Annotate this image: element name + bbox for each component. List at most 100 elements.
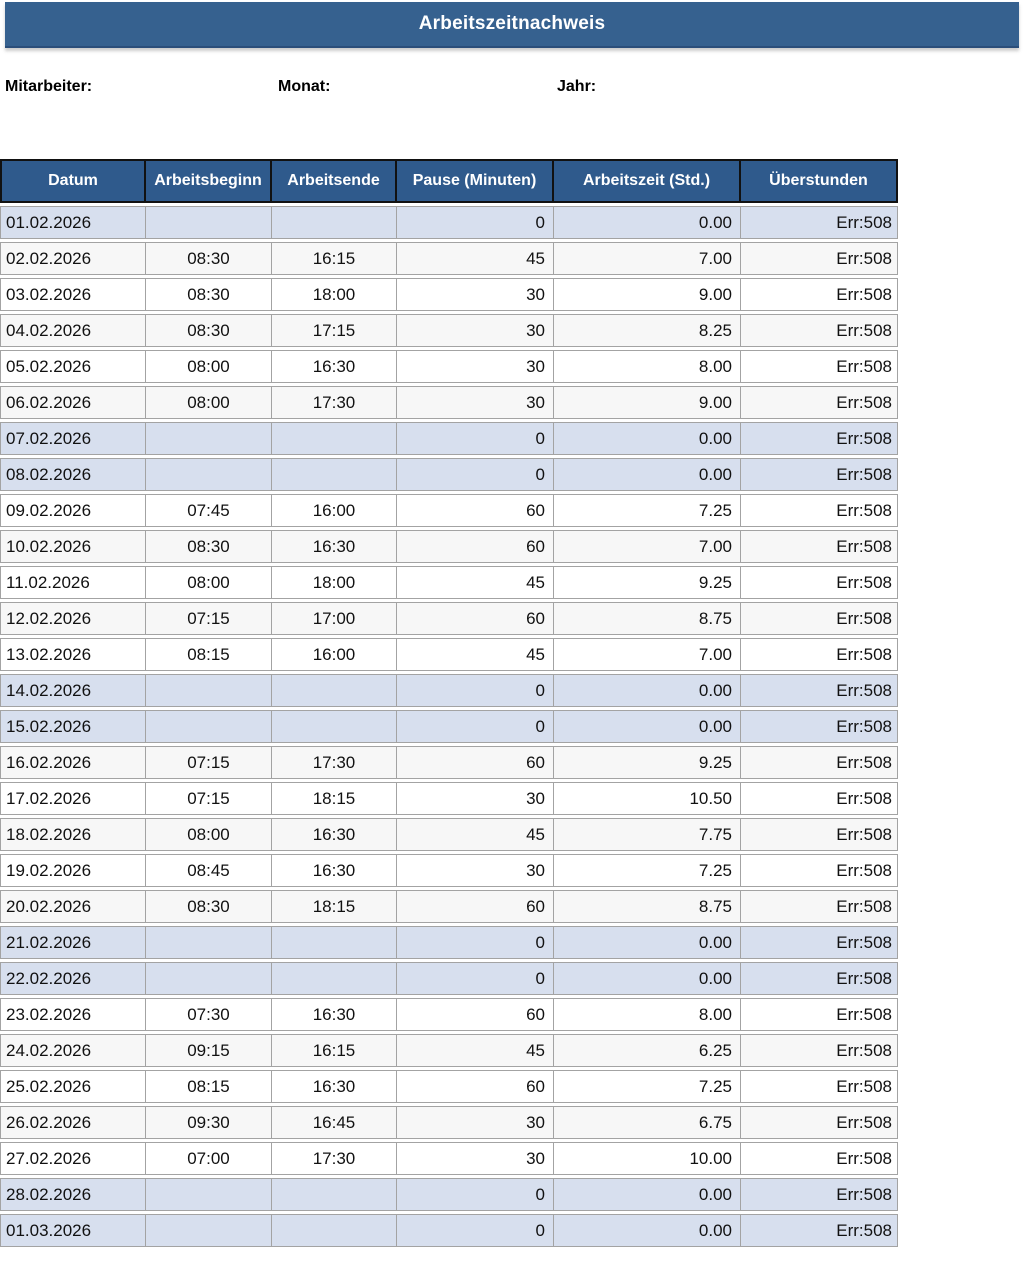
cell-pause[interactable]: 60 bbox=[397, 890, 554, 923]
cell-arbeitsende[interactable] bbox=[272, 422, 397, 455]
cell-datum[interactable]: 22.02.2026 bbox=[0, 962, 146, 995]
cell-arbeitsende[interactable]: 16:30 bbox=[272, 818, 397, 851]
cell-arbeitsende[interactable]: 16:30 bbox=[272, 1070, 397, 1103]
cell-pause[interactable]: 0 bbox=[397, 710, 554, 743]
cell-datum[interactable]: 02.02.2026 bbox=[0, 242, 146, 275]
cell-ueberstunden[interactable]: Err:508 bbox=[741, 422, 898, 455]
cell-ueberstunden[interactable]: Err:508 bbox=[741, 1178, 898, 1211]
cell-arbeitszeit[interactable]: 9.00 bbox=[554, 278, 741, 311]
cell-pause[interactable]: 45 bbox=[397, 566, 554, 599]
cell-arbeitszeit[interactable]: 8.00 bbox=[554, 998, 741, 1031]
cell-arbeitszeit[interactable]: 8.25 bbox=[554, 314, 741, 347]
cell-ueberstunden[interactable]: Err:508 bbox=[741, 1142, 898, 1175]
cell-pause[interactable]: 60 bbox=[397, 746, 554, 779]
cell-datum[interactable]: 12.02.2026 bbox=[0, 602, 146, 635]
cell-datum[interactable]: 25.02.2026 bbox=[0, 1070, 146, 1103]
column-header-ueberstunden[interactable]: Überstunden bbox=[741, 159, 898, 203]
cell-ueberstunden[interactable]: Err:508 bbox=[741, 710, 898, 743]
cell-arbeitsbeginn[interactable]: 07:15 bbox=[146, 746, 272, 779]
cell-arbeitsende[interactable]: 17:30 bbox=[272, 746, 397, 779]
cell-datum[interactable]: 10.02.2026 bbox=[0, 530, 146, 563]
cell-ueberstunden[interactable]: Err:508 bbox=[741, 206, 898, 239]
cell-arbeitsbeginn[interactable]: 08:45 bbox=[146, 854, 272, 887]
cell-datum[interactable]: 28.02.2026 bbox=[0, 1178, 146, 1211]
cell-ueberstunden[interactable]: Err:508 bbox=[741, 314, 898, 347]
cell-ueberstunden[interactable]: Err:508 bbox=[741, 962, 898, 995]
cell-ueberstunden[interactable]: Err:508 bbox=[741, 890, 898, 923]
cell-arbeitszeit[interactable]: 0.00 bbox=[554, 710, 741, 743]
cell-arbeitszeit[interactable]: 7.75 bbox=[554, 818, 741, 851]
cell-arbeitsende[interactable]: 18:15 bbox=[272, 890, 397, 923]
cell-datum[interactable]: 01.02.2026 bbox=[0, 206, 146, 239]
cell-arbeitsende[interactable]: 18:15 bbox=[272, 782, 397, 815]
cell-datum[interactable]: 23.02.2026 bbox=[0, 998, 146, 1031]
cell-pause[interactable]: 30 bbox=[397, 386, 554, 419]
cell-arbeitsende[interactable]: 16:00 bbox=[272, 494, 397, 527]
cell-ueberstunden[interactable]: Err:508 bbox=[741, 818, 898, 851]
cell-arbeitsbeginn[interactable]: 07:00 bbox=[146, 1142, 272, 1175]
cell-ueberstunden[interactable]: Err:508 bbox=[741, 602, 898, 635]
cell-datum[interactable]: 14.02.2026 bbox=[0, 674, 146, 707]
cell-arbeitsende[interactable]: 18:00 bbox=[272, 566, 397, 599]
cell-arbeitszeit[interactable]: 0.00 bbox=[554, 422, 741, 455]
cell-ueberstunden[interactable]: Err:508 bbox=[741, 1106, 898, 1139]
cell-arbeitsende[interactable]: 17:30 bbox=[272, 386, 397, 419]
cell-arbeitsende[interactable]: 17:00 bbox=[272, 602, 397, 635]
cell-arbeitszeit[interactable]: 0.00 bbox=[554, 1178, 741, 1211]
cell-arbeitsende[interactable]: 17:30 bbox=[272, 1142, 397, 1175]
cell-pause[interactable]: 60 bbox=[397, 1070, 554, 1103]
cell-arbeitsbeginn[interactable] bbox=[146, 206, 272, 239]
cell-arbeitsbeginn[interactable] bbox=[146, 1178, 272, 1211]
cell-pause[interactable]: 0 bbox=[397, 422, 554, 455]
cell-arbeitsende[interactable]: 16:30 bbox=[272, 998, 397, 1031]
cell-arbeitszeit[interactable]: 8.00 bbox=[554, 350, 741, 383]
cell-arbeitszeit[interactable]: 0.00 bbox=[554, 458, 741, 491]
cell-arbeitszeit[interactable]: 7.25 bbox=[554, 1070, 741, 1103]
cell-ueberstunden[interactable]: Err:508 bbox=[741, 998, 898, 1031]
cell-pause[interactable]: 45 bbox=[397, 818, 554, 851]
cell-datum[interactable]: 07.02.2026 bbox=[0, 422, 146, 455]
cell-arbeitszeit[interactable]: 0.00 bbox=[554, 206, 741, 239]
cell-arbeitszeit[interactable]: 10.00 bbox=[554, 1142, 741, 1175]
cell-arbeitsbeginn[interactable]: 08:15 bbox=[146, 638, 272, 671]
cell-arbeitsende[interactable] bbox=[272, 206, 397, 239]
cell-pause[interactable]: 30 bbox=[397, 350, 554, 383]
cell-datum[interactable]: 09.02.2026 bbox=[0, 494, 146, 527]
cell-ueberstunden[interactable]: Err:508 bbox=[741, 782, 898, 815]
cell-pause[interactable]: 0 bbox=[397, 1214, 554, 1247]
cell-ueberstunden[interactable]: Err:508 bbox=[741, 494, 898, 527]
cell-datum[interactable]: 21.02.2026 bbox=[0, 926, 146, 959]
cell-arbeitsende[interactable]: 17:15 bbox=[272, 314, 397, 347]
cell-datum[interactable]: 27.02.2026 bbox=[0, 1142, 146, 1175]
cell-ueberstunden[interactable]: Err:508 bbox=[741, 854, 898, 887]
cell-arbeitszeit[interactable]: 6.75 bbox=[554, 1106, 741, 1139]
cell-datum[interactable]: 20.02.2026 bbox=[0, 890, 146, 923]
cell-datum[interactable]: 03.02.2026 bbox=[0, 278, 146, 311]
cell-arbeitszeit[interactable]: 7.00 bbox=[554, 242, 741, 275]
column-header-arbeitsbeginn[interactable]: Arbeitsbeginn bbox=[146, 159, 272, 203]
cell-arbeitsende[interactable] bbox=[272, 674, 397, 707]
cell-arbeitsende[interactable] bbox=[272, 458, 397, 491]
cell-pause[interactable]: 60 bbox=[397, 494, 554, 527]
cell-ueberstunden[interactable]: Err:508 bbox=[741, 638, 898, 671]
cell-arbeitsende[interactable]: 16:15 bbox=[272, 242, 397, 275]
cell-arbeitszeit[interactable]: 0.00 bbox=[554, 674, 741, 707]
cell-arbeitsbeginn[interactable] bbox=[146, 962, 272, 995]
cell-datum[interactable]: 26.02.2026 bbox=[0, 1106, 146, 1139]
cell-arbeitsbeginn[interactable]: 08:00 bbox=[146, 350, 272, 383]
cell-arbeitsbeginn[interactable] bbox=[146, 422, 272, 455]
cell-ueberstunden[interactable]: Err:508 bbox=[741, 926, 898, 959]
cell-arbeitsbeginn[interactable]: 07:15 bbox=[146, 602, 272, 635]
cell-datum[interactable]: 11.02.2026 bbox=[0, 566, 146, 599]
cell-arbeitszeit[interactable]: 0.00 bbox=[554, 962, 741, 995]
cell-arbeitsbeginn[interactable]: 08:15 bbox=[146, 1070, 272, 1103]
cell-arbeitszeit[interactable]: 9.00 bbox=[554, 386, 741, 419]
cell-arbeitsbeginn[interactable] bbox=[146, 674, 272, 707]
cell-ueberstunden[interactable]: Err:508 bbox=[741, 674, 898, 707]
cell-ueberstunden[interactable]: Err:508 bbox=[741, 530, 898, 563]
cell-arbeitsende[interactable]: 16:15 bbox=[272, 1034, 397, 1067]
cell-arbeitszeit[interactable]: 7.25 bbox=[554, 494, 741, 527]
column-header-pause[interactable]: Pause (Minuten) bbox=[397, 159, 554, 203]
cell-arbeitsbeginn[interactable]: 08:30 bbox=[146, 314, 272, 347]
cell-arbeitsende[interactable]: 16:30 bbox=[272, 854, 397, 887]
